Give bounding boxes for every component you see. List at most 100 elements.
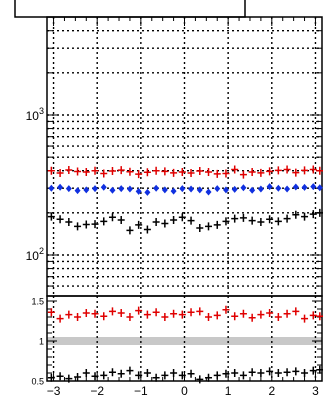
- data-point: [143, 369, 151, 377]
- main-panel: 103 102: [26, 16, 323, 297]
- data-point: [161, 371, 169, 380]
- data-point: [170, 215, 178, 224]
- ratio-panel-frame: [46, 295, 323, 382]
- data-point: [187, 369, 195, 378]
- y-tick-label: 1: [39, 337, 44, 347]
- data-point: [292, 367, 300, 376]
- data-point: [274, 313, 282, 321]
- data-point: [214, 185, 221, 193]
- x-tick-label: −1: [134, 384, 148, 398]
- data-point: [213, 220, 221, 229]
- data-point: [108, 307, 116, 316]
- data-point: [161, 167, 169, 176]
- data-point: [266, 367, 274, 376]
- data-point: [283, 165, 291, 174]
- data-point: [117, 369, 125, 378]
- data-point: [248, 216, 256, 225]
- data-point: [47, 212, 55, 221]
- data-point: [187, 308, 195, 317]
- data-point: [83, 186, 90, 194]
- data-point: [231, 214, 239, 223]
- data-point: [316, 166, 323, 175]
- data-point: [91, 220, 99, 229]
- data-point: [222, 217, 230, 226]
- data-point: [135, 220, 143, 229]
- data-point: [135, 170, 143, 179]
- data-point: [301, 369, 309, 377]
- data-point: [275, 184, 282, 192]
- data-point: [117, 215, 125, 224]
- data-point: [65, 165, 73, 174]
- data-point: [310, 183, 317, 191]
- data-point: [179, 185, 186, 193]
- data-point: [82, 220, 90, 229]
- data-point: [152, 166, 160, 175]
- data-point: [257, 185, 264, 193]
- x-tick-label: −3: [47, 384, 61, 398]
- data-point: [56, 314, 64, 323]
- data-point: [239, 371, 247, 380]
- data-point: [239, 213, 247, 222]
- data-point: [126, 366, 134, 375]
- data-point: [292, 210, 300, 219]
- data-point: [135, 371, 143, 380]
- data-point: [266, 167, 274, 176]
- data-point: [65, 310, 73, 319]
- y-tick-exponent: 2: [39, 246, 44, 256]
- data-point: [65, 218, 73, 227]
- data-point: [205, 188, 212, 196]
- data-point: [222, 169, 230, 178]
- x-tick-label: 0: [181, 384, 188, 398]
- data-point: [74, 373, 82, 381]
- y-tick-label: 103: [26, 106, 44, 123]
- data-point: [187, 169, 195, 178]
- data-point: [100, 312, 108, 321]
- data-point: [135, 306, 143, 315]
- data-point: [108, 213, 116, 222]
- data-point: [161, 219, 169, 228]
- data-point: [170, 187, 177, 195]
- data-point: [161, 186, 168, 194]
- data-point: [222, 305, 230, 314]
- data-point: [117, 309, 125, 317]
- data-point: [205, 373, 213, 382]
- data-point: [301, 183, 308, 191]
- data-point: [196, 307, 204, 316]
- data-point: [309, 366, 317, 375]
- data-point: [57, 183, 64, 191]
- data-point: [170, 168, 178, 177]
- data-point: [316, 365, 323, 374]
- data-point: [257, 310, 265, 319]
- data-point: [91, 166, 99, 175]
- data-point: [213, 169, 221, 178]
- data-point: [108, 167, 116, 176]
- data-point: [213, 311, 221, 320]
- y-tick-label: 102: [26, 246, 44, 263]
- data-point: [196, 223, 204, 232]
- data-point: [82, 369, 90, 377]
- data-point: [283, 214, 291, 223]
- data-point: [91, 372, 99, 381]
- y-tick-label: 1.5: [31, 297, 44, 307]
- y-tick-base: 10: [26, 249, 40, 263]
- data-point: [56, 169, 64, 178]
- data-point: [56, 215, 64, 224]
- data-point: [91, 309, 99, 318]
- data-point: [65, 374, 73, 383]
- data-point: [178, 371, 186, 380]
- data-point: [309, 311, 317, 320]
- data-point: [126, 185, 133, 193]
- x-tick-label: 3: [312, 384, 319, 398]
- data-point: [178, 310, 186, 319]
- data-point: [152, 218, 160, 227]
- data-point: [170, 369, 178, 377]
- data-point: [56, 372, 64, 381]
- data-point: [222, 186, 229, 194]
- data-point: [274, 166, 282, 175]
- data-point: [92, 185, 99, 193]
- data-point: [126, 313, 134, 321]
- data-point: [249, 186, 256, 194]
- data-point: [196, 375, 204, 384]
- data-point: [316, 184, 323, 192]
